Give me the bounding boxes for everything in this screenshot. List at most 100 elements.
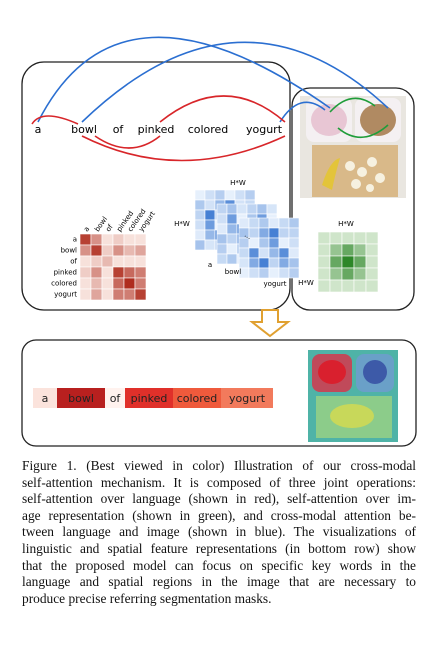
heat-cell — [288, 237, 300, 249]
heat-cell — [317, 255, 331, 269]
word: bowl — [68, 392, 94, 405]
heat-cell — [278, 247, 290, 259]
word: yogurt — [229, 392, 266, 405]
heat-cell — [258, 237, 270, 249]
heat-cell — [341, 255, 355, 269]
word: colored — [177, 392, 218, 405]
row-label: a — [73, 236, 77, 244]
word: pinked — [131, 392, 168, 405]
heat-cell — [329, 279, 343, 293]
heat-cell — [268, 237, 280, 249]
heat-cell — [353, 243, 367, 257]
heatmap-image — [308, 350, 398, 442]
dots: ··· — [242, 233, 252, 243]
heat-cell — [258, 267, 270, 279]
heat-cell — [226, 243, 238, 255]
col-label: a — [82, 225, 91, 233]
heat-cell — [101, 244, 114, 257]
heat-cell — [341, 279, 355, 293]
word: of — [113, 123, 125, 136]
heat-cell — [353, 267, 367, 281]
heat-cell — [194, 209, 206, 221]
word: yogurt — [246, 123, 283, 136]
heat-cell — [216, 243, 228, 255]
heat-cell — [79, 244, 92, 257]
word: bowl — [71, 123, 97, 136]
heat-cell — [341, 231, 355, 245]
heat-cell — [248, 257, 260, 269]
heat-cell — [248, 217, 260, 229]
caption-line: tween language and image (shown in blue)… — [22, 524, 416, 540]
heat-cell — [112, 233, 125, 246]
grid-label: bowl — [225, 268, 241, 276]
heat-cell — [79, 288, 92, 301]
grid-label: yogurt — [264, 280, 287, 288]
heat-cell — [234, 189, 246, 201]
word: of — [110, 392, 122, 405]
caption-line: self-attention mechanism. It is composed… — [22, 474, 416, 490]
heat-cell — [278, 217, 290, 229]
grid-label: a — [208, 261, 212, 269]
heat-cell — [204, 239, 216, 251]
heat-cell — [123, 288, 136, 301]
heat-cell — [268, 267, 280, 279]
heat-cell — [90, 277, 103, 290]
heat-cell — [317, 231, 331, 245]
heat-cell — [238, 247, 250, 259]
heat-cell — [123, 244, 136, 257]
heat-cell — [123, 277, 136, 290]
heat-cell — [248, 237, 260, 249]
heat-cell — [226, 223, 238, 235]
heat-cell — [288, 257, 300, 269]
heat-cell — [134, 288, 147, 301]
heat-cell — [258, 227, 270, 239]
heat-cell — [101, 266, 114, 279]
row-label: colored — [51, 280, 77, 288]
heat-cell — [258, 217, 270, 229]
heat-cell — [256, 203, 268, 215]
word: pinked — [138, 123, 175, 136]
heat-cell — [288, 227, 300, 239]
heat-cell — [278, 257, 290, 269]
heat-cell — [268, 227, 280, 239]
attention-arcs — [31, 36, 389, 162]
grid-label: H*W — [338, 220, 354, 228]
heat-cell — [101, 233, 114, 246]
heat-cell — [365, 255, 379, 269]
word-weight — [173, 388, 221, 408]
heat-cell — [329, 255, 343, 269]
word: a — [42, 392, 49, 405]
down-arrow — [249, 309, 291, 338]
heat-cell — [112, 255, 125, 268]
heat-cell — [288, 247, 300, 259]
heat-cell — [134, 266, 147, 279]
heat-cell — [101, 277, 114, 290]
heat-cell — [112, 266, 125, 279]
heat-cell — [278, 267, 290, 279]
heat-cell — [268, 257, 280, 269]
heat-cell — [226, 233, 238, 245]
heat-cell — [268, 217, 280, 229]
grid-label: H*W — [298, 279, 314, 287]
heat-cell — [258, 257, 270, 269]
caption: Figure 1. (Best viewed in color) Illustr… — [22, 458, 416, 607]
heat-cell — [194, 189, 206, 201]
heat-cell — [79, 266, 92, 279]
heat-cell — [353, 231, 367, 245]
heat-cell — [236, 203, 248, 215]
word-weight — [221, 388, 273, 408]
row-label: pinked — [54, 269, 77, 277]
caption-line: age representation (shown in green), and… — [22, 507, 416, 523]
caption-line: self-attention over language (shown in r… — [22, 491, 416, 507]
heat-cell — [278, 227, 290, 239]
heat-cell — [216, 213, 228, 225]
heat-cell — [134, 277, 147, 290]
heat-cell — [224, 189, 236, 201]
row-label: yogurt — [54, 291, 77, 299]
heat-cell — [204, 229, 216, 241]
heat-cell — [238, 217, 250, 229]
caption-line: linguistic and spatial feature represent… — [22, 540, 416, 556]
heat-cell — [112, 244, 125, 257]
heat-cell — [365, 243, 379, 257]
caption-line: Figure 1. (Best viewed in color) Illustr… — [22, 458, 416, 473]
